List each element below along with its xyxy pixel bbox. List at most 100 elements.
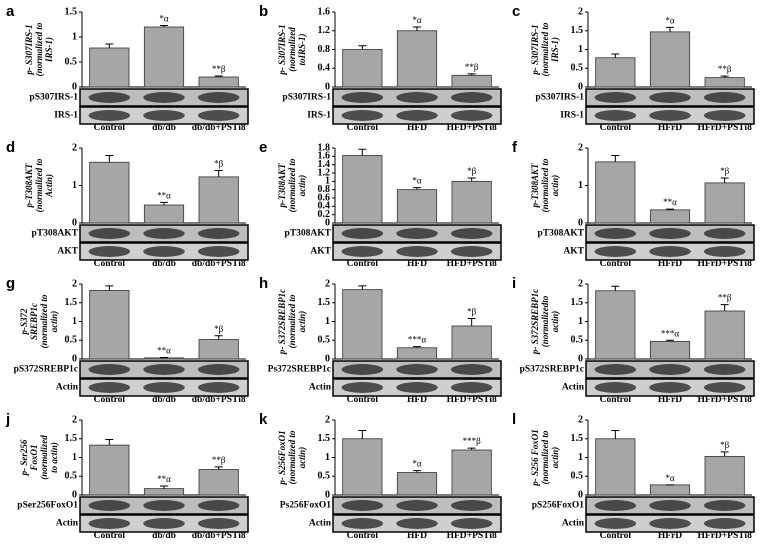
bar bbox=[396, 189, 438, 224]
significance-label: *α bbox=[665, 15, 675, 25]
bar bbox=[89, 444, 130, 496]
panel-letter: c bbox=[512, 3, 520, 20]
bar bbox=[704, 182, 745, 224]
blot-band bbox=[649, 382, 691, 393]
error-bar bbox=[358, 45, 367, 50]
y-axis-label: p- S307IRS-1 bbox=[530, 24, 540, 75]
blot-band bbox=[594, 92, 637, 103]
bar bbox=[649, 31, 691, 88]
y-tick-label: 1.5 bbox=[318, 297, 331, 308]
bar bbox=[451, 449, 492, 496]
panel-letter: b bbox=[259, 3, 268, 20]
blot-band bbox=[341, 228, 384, 239]
blot-band bbox=[594, 110, 637, 121]
panel-letter: d bbox=[6, 139, 15, 156]
y-axis-label: actin) bbox=[297, 447, 307, 469]
blot-band bbox=[594, 518, 637, 529]
error-bar bbox=[160, 485, 168, 489]
blot-label: Ps372SREBP1c bbox=[268, 365, 331, 375]
y-axis-label: p- S372SREBP1c bbox=[277, 289, 287, 355]
blot-band bbox=[197, 364, 240, 375]
bar bbox=[143, 357, 185, 360]
x-tick-label: Control bbox=[94, 123, 126, 133]
blot-band bbox=[703, 92, 746, 103]
y-tick-label: 0 bbox=[72, 353, 77, 364]
blot-band bbox=[197, 92, 240, 103]
bar bbox=[143, 488, 185, 496]
y-axis-label: (normalized to bbox=[287, 158, 297, 212]
error-bar bbox=[467, 447, 476, 450]
y-tick-label: 2 bbox=[578, 142, 583, 153]
significance-label: **β bbox=[212, 455, 226, 465]
blot-label: pS307IRS-1 bbox=[29, 93, 78, 103]
blot-band bbox=[396, 364, 438, 375]
bar bbox=[595, 290, 636, 360]
blot-band bbox=[703, 110, 746, 121]
error-bar bbox=[413, 346, 421, 348]
y-tick-label: 0.5 bbox=[318, 335, 331, 346]
blot-band bbox=[703, 500, 746, 511]
significance-label: *α bbox=[412, 176, 422, 186]
significance-label: ***β bbox=[463, 436, 482, 446]
y-tick-label: 1 bbox=[72, 180, 77, 191]
y-tick-label: 0.5 bbox=[571, 63, 584, 74]
panel-letter: g bbox=[6, 275, 15, 292]
bar bbox=[198, 76, 239, 88]
y-axis-label: p-T308AKT bbox=[530, 163, 540, 209]
y-tick-label: 1.5 bbox=[571, 433, 584, 444]
y-tick-label: 0 bbox=[72, 217, 77, 228]
y-tick-label: 0.5 bbox=[65, 56, 78, 67]
error-bar bbox=[214, 170, 223, 177]
blot-band bbox=[88, 110, 131, 121]
blot-band bbox=[396, 246, 438, 257]
blot-label: pS256FoxO1 bbox=[532, 501, 585, 511]
significance-label: *β bbox=[720, 440, 730, 450]
x-tick-label: Control bbox=[94, 531, 126, 541]
y-axis-label: p-T308AKT bbox=[24, 163, 34, 209]
y-axis-label: p- S256FoxO1 bbox=[277, 430, 287, 485]
y-axis-label: (normalized to bbox=[540, 22, 550, 76]
y-tick-label: 0 bbox=[578, 81, 583, 92]
y-tick-label: 0.5 bbox=[65, 471, 78, 482]
y-axis-label: Actin) bbox=[44, 174, 54, 198]
blot-band bbox=[88, 500, 131, 511]
blot-band bbox=[88, 518, 131, 529]
y-axis-label: (normalized to bbox=[540, 158, 550, 212]
y-axis-label: (normalizedto bbox=[540, 295, 550, 347]
significance-label: *α bbox=[665, 473, 675, 483]
bar bbox=[342, 49, 383, 88]
error-bar bbox=[666, 208, 674, 210]
error-bar bbox=[214, 75, 223, 77]
y-tick-label: 1 bbox=[72, 452, 77, 463]
x-tick-label: db/db bbox=[152, 395, 176, 405]
y-tick-label: 1.2 bbox=[318, 25, 331, 36]
y-tick-label: 1 bbox=[578, 316, 583, 327]
blot-band bbox=[88, 382, 131, 393]
blot-label: pS307IRS-1 bbox=[535, 93, 584, 103]
x-tick-label: Control bbox=[94, 259, 126, 269]
blot-band bbox=[450, 518, 493, 529]
blot-band bbox=[197, 110, 240, 121]
blot-band bbox=[341, 500, 384, 511]
y-axis-label: IRS-1) bbox=[44, 37, 54, 63]
blot-label: Ps256FoxO1 bbox=[280, 501, 331, 511]
blot-label: IRS-1 bbox=[307, 111, 331, 121]
blot-label: AKT bbox=[563, 247, 584, 257]
y-tick-label: 1.8 bbox=[318, 142, 331, 153]
blot-band bbox=[703, 246, 746, 257]
y-axis-label: p- S307IRS-1 bbox=[24, 24, 34, 75]
y-tick-label: 0.5 bbox=[65, 335, 78, 346]
x-tick-label: Control bbox=[600, 395, 632, 405]
x-tick-label: Control bbox=[94, 395, 126, 405]
error-bar bbox=[160, 201, 168, 205]
error-bar bbox=[413, 26, 421, 31]
y-axis-label: (normalized to bbox=[287, 294, 297, 348]
blot-band bbox=[450, 364, 493, 375]
bar bbox=[649, 340, 691, 360]
blot-band bbox=[341, 364, 384, 375]
blot-band bbox=[450, 500, 493, 511]
significance-label: **β bbox=[718, 293, 732, 303]
y-tick-label: 0.2 bbox=[318, 209, 331, 220]
error-bar bbox=[467, 177, 476, 182]
x-tick-label: HFD bbox=[407, 395, 427, 405]
